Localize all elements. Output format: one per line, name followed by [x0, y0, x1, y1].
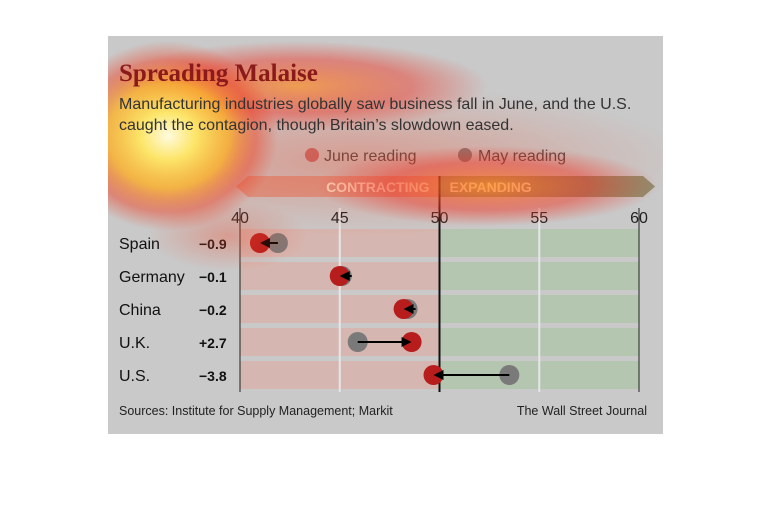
chart-title: Spreading Malaise [119, 60, 318, 87]
row-change: −3.8 [199, 368, 227, 384]
credit-note: The Wall Street Journal [516, 404, 647, 418]
row-label: Germany [119, 269, 185, 286]
row-label: U.S. [119, 368, 150, 385]
chart-subtitle: Manufacturing industries globally saw bu… [119, 96, 632, 134]
row-change: −0.2 [199, 302, 227, 318]
row-change: +2.7 [199, 335, 227, 351]
row-label: U.K. [119, 335, 150, 352]
source-note: Sources: Institute for Supply Management… [119, 404, 393, 418]
attention-heatmap [108, 41, 663, 271]
x-tick-label: 60 [630, 210, 648, 227]
row-change: −0.1 [199, 269, 227, 285]
chart-card: June readingMay readingCONTRACTINGEXPAND… [108, 36, 663, 434]
row-label: China [119, 302, 161, 319]
chart-canvas: June readingMay readingCONTRACTINGEXPAND… [108, 41, 663, 392]
